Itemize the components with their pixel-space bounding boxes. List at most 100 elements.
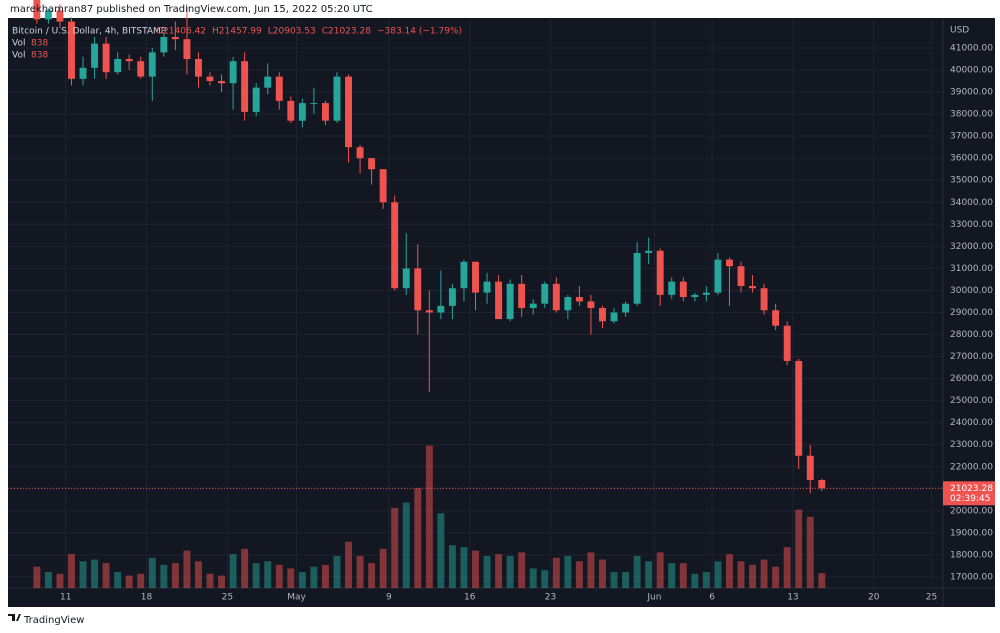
candle-body [633,252,641,304]
candle-body [472,261,479,293]
volume-bar [425,445,433,588]
volume-bar [460,547,468,588]
candle-body [91,43,99,68]
candle-body [206,76,214,82]
last-price-box [943,481,995,506]
candle-body [772,310,780,326]
y-tick-label: 30000.00 [950,286,993,296]
volume-bar [518,552,526,588]
candle-body [33,0,41,20]
candle-body [252,87,260,112]
candle-body [783,325,791,361]
volume-bar [737,561,745,588]
volume-bar [702,571,710,588]
y-tick-label: 26000.00 [950,374,993,384]
volume-bar [33,566,41,588]
volume-bar [783,547,791,588]
candle-body [483,281,491,293]
volume-bar [275,564,283,588]
y-tick-label: 31000.00 [950,264,993,274]
candle-body [275,76,283,101]
volume-bar [610,571,618,588]
volume-bar [345,541,352,588]
candle-body [171,36,179,40]
volume-bar [287,568,295,588]
volume-bar [541,570,549,588]
volume-bar [68,554,75,588]
y-tick-label: 41000.00 [950,43,993,53]
y-tick-label: 39000.00 [950,88,993,98]
legend-value: L20903.53 [268,27,316,37]
x-tick-label: 9 [386,593,392,603]
volume-bar [44,571,52,588]
volume-bar [772,566,780,588]
candle-body [622,303,630,313]
candle-body [310,103,318,105]
x-tick-label: 16 [464,593,476,603]
candle-body [437,305,445,313]
y-tick-label: 36000.00 [950,154,993,164]
volume-bar [575,561,583,588]
x-tick-label: 25 [926,593,937,603]
candle-body [218,81,226,84]
candles [33,0,826,494]
volume-bar [599,559,606,588]
volume-bar [818,573,826,588]
y-tick-label: 27000.00 [950,352,993,362]
volume-bar [760,559,768,588]
x-tick-label: 23 [545,593,556,603]
legend-value: H21457.99 [212,27,262,37]
y-tick-label: 23000.00 [950,440,993,450]
candle-body [125,58,133,62]
candle-body [552,283,560,311]
volume-bars [33,445,826,588]
y-tick-label: 37000.00 [950,132,993,142]
legend-value: C21023.28 [322,27,372,37]
y-tick-label: 29000.00 [950,308,993,318]
y-tick-label: 34000.00 [950,198,993,208]
volume-bar [714,561,722,588]
publisher: marekhamran87 published on TradingView.c… [10,4,373,15]
candle-body [702,292,710,295]
x-tick-label: 20 [868,593,880,603]
volume-bar [806,516,814,588]
currency: USD [950,26,969,36]
candle-body [287,100,295,121]
candle-body [414,268,422,311]
volume-bar [656,552,664,588]
x-tick-label: Jun [646,593,661,603]
candle-body [264,76,272,88]
volume-bar [402,502,410,588]
y-tick-label: 28000.00 [950,330,993,340]
candle-body [137,61,145,77]
volume-bar [356,555,364,588]
volume-legend-value: 838 [31,39,48,49]
candle-body [806,455,814,480]
brand: TradingView [23,615,84,626]
countdown: 02:39:45 [950,494,990,504]
volume-bar [310,566,318,588]
candle-body [402,268,410,289]
candle-body [599,308,606,322]
candle-body [760,288,768,311]
x-tick-label: 18 [141,593,153,603]
x-tick-label: 11 [60,593,71,603]
candle-body [460,261,468,289]
volume-bar [587,552,595,588]
candle-body [379,169,387,203]
candle-body [195,58,202,77]
volume-bar [529,568,537,588]
volume-bar [668,563,676,588]
y-tick-label: 40000.00 [950,66,993,76]
candle-body [610,312,618,322]
y-tick-label: 25000.00 [950,396,993,406]
volume-bar [229,554,237,588]
volume-bar [622,571,630,588]
volume-bar [633,555,641,588]
volume-legend-name: Vol [12,39,25,49]
volume-bar [183,550,191,588]
symbol: Bitcoin / U.S. Dollar, 4h, BITSTAMP [12,27,167,37]
volume-bar [645,561,653,588]
y-tick-label: 33000.00 [950,220,993,230]
